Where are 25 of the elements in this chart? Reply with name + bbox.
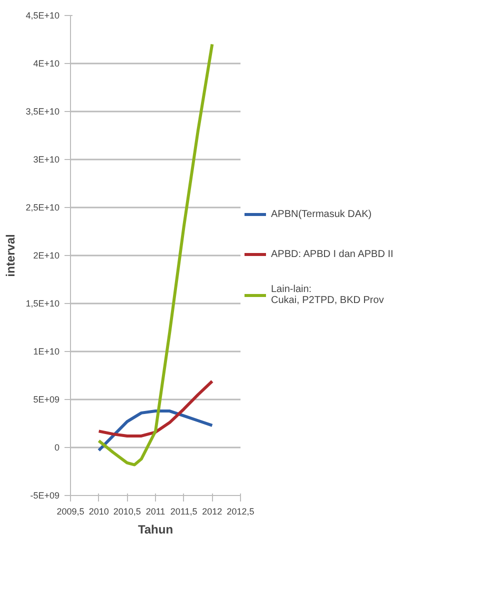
y-axis-title: interval	[4, 234, 18, 277]
legend-label: Lain-lain: Cukai, P2TPD, BKD Prov	[271, 284, 384, 306]
x-axis-title: Tahun	[138, 522, 174, 536]
x-tick-label: 2010	[88, 506, 109, 516]
x-tick-label: 2012	[202, 506, 222, 516]
x-tick-label: 2012,5	[226, 506, 254, 516]
legend-label: APBN(Termasuk DAK)	[271, 208, 372, 220]
line-series	[97, 380, 214, 438]
y-tick-label: 2,5E+10	[26, 202, 60, 212]
line-series	[97, 42, 214, 466]
x-tick-label: 2010,5	[113, 506, 141, 516]
y-tick-label: 1E+10	[33, 346, 60, 356]
y-tick-label: 3,5E+10	[26, 106, 60, 116]
x-tick-label: 2011	[146, 506, 166, 516]
y-tick-label: 1,5E+10	[26, 298, 60, 308]
y-tick-label: 5E+09	[33, 394, 60, 404]
y-tick-label: 4E+10	[33, 58, 60, 68]
y-tick-label: 4,5E+10	[26, 10, 60, 20]
legend-label: APBD: APBD I dan APBD II	[271, 248, 394, 260]
y-tick-label: 3E+10	[33, 154, 60, 164]
x-tick-label: 2009,5	[56, 506, 84, 516]
y-tick-label: 0	[54, 442, 60, 452]
y-tick-label: -5E+09	[30, 490, 60, 500]
x-tick-label: 2011,5	[170, 506, 198, 516]
y-tick-label: 2E+10	[33, 250, 60, 260]
